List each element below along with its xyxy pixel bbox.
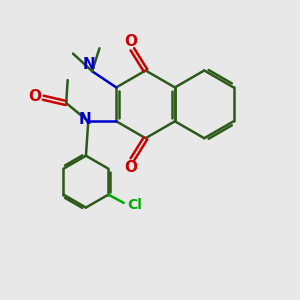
Text: Cl: Cl bbox=[128, 198, 142, 212]
Text: N: N bbox=[82, 57, 95, 72]
Text: O: O bbox=[124, 34, 137, 49]
Text: N: N bbox=[78, 112, 91, 127]
Text: O: O bbox=[124, 160, 137, 175]
Text: O: O bbox=[28, 89, 41, 104]
